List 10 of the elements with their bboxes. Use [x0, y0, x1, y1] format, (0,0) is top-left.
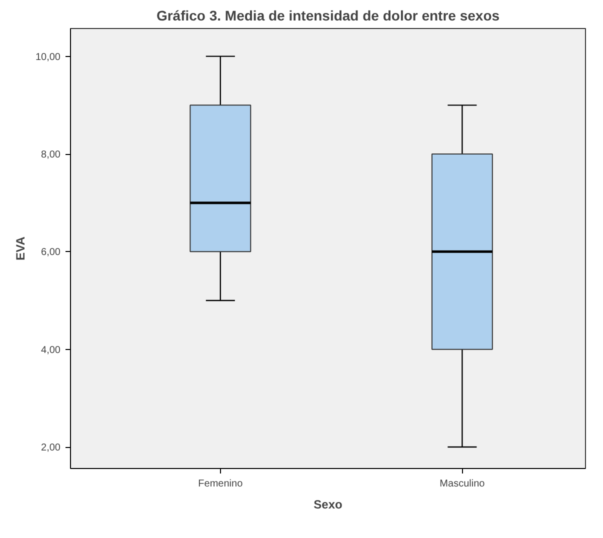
chart-title: Gráfico 3. Media de intensidad de dolor entre sexos	[156, 8, 500, 24]
y-tick-label: 6,00	[41, 247, 61, 258]
y-tick-label: 8,00	[41, 150, 61, 161]
x-tick-label: Femenino	[198, 478, 244, 490]
y-tick-label: 10,00	[35, 52, 61, 63]
y-tick-label: 2,00	[41, 442, 61, 454]
y-tick-label: 4,00	[41, 344, 61, 356]
x-axis-title: Sexo	[314, 498, 342, 512]
x-tick-label: Masculino	[440, 478, 486, 490]
y-axis-title: EVA	[13, 236, 28, 260]
